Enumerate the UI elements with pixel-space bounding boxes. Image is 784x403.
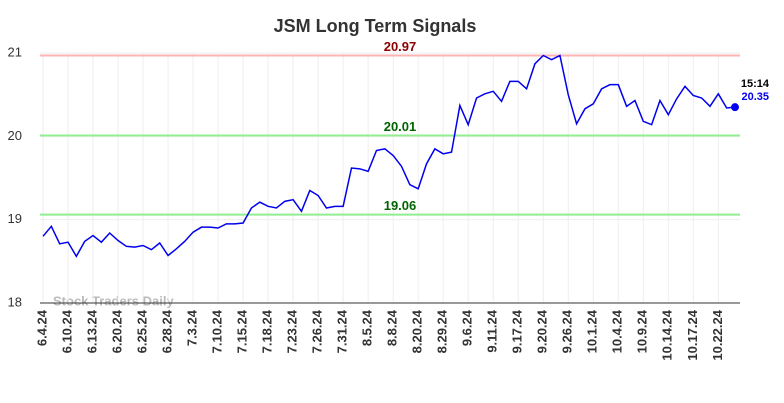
x-tick-label: 6.28.24	[159, 309, 174, 353]
x-tick-label: 8.8.24	[385, 309, 400, 346]
x-tick-label: 7.31.24	[335, 309, 350, 353]
x-tick-label: 7.15.24	[235, 309, 250, 353]
x-tick-label: 10.17.24	[685, 309, 700, 360]
x-tick-label: 8.20.24	[410, 309, 425, 353]
y-tick-label: 19	[8, 211, 22, 226]
x-tick-label: 10.22.24	[710, 309, 725, 360]
x-tick-label: 6.4.24	[34, 309, 49, 346]
x-tick-label: 9.6.24	[460, 309, 475, 346]
watermark: Stock Traders Daily	[53, 293, 174, 308]
x-tick-label: 7.23.24	[285, 309, 300, 353]
x-tick-label: 8.5.24	[360, 309, 375, 346]
x-tick-label: 10.1.24	[585, 309, 600, 353]
x-tick-label: 6.20.24	[109, 309, 124, 353]
level-label: 20.01	[384, 119, 417, 134]
price-line	[42, 54, 736, 258]
x-tick-label: 10.14.24	[660, 309, 675, 360]
last-value: 20.35	[741, 91, 769, 103]
level-label: 20.97	[384, 39, 417, 54]
x-tick-label: 6.13.24	[84, 309, 99, 353]
x-tick-label: 8.29.24	[435, 309, 450, 353]
x-tick-label: 7.3.24	[185, 309, 200, 346]
y-tick-label: 21	[8, 44, 22, 59]
x-tick-label: 9.11.24	[485, 309, 500, 352]
x-tick-label: 7.26.24	[310, 309, 325, 353]
x-tick-label: 7.18.24	[260, 309, 275, 353]
x-tick-label: 9.20.24	[535, 309, 550, 353]
x-tick-label: 10.9.24	[635, 309, 650, 353]
x-tick-label: 9.17.24	[510, 309, 525, 353]
x-tick-label: 9.26.24	[560, 309, 575, 353]
x-tick-label: 6.10.24	[59, 309, 74, 353]
last-point	[731, 103, 739, 112]
last-time: 15:14	[741, 78, 770, 90]
x-tick-label: 10.4.24	[610, 309, 625, 353]
y-tick-label: 18	[8, 294, 22, 309]
x-tick-label: 7.10.24	[210, 309, 225, 353]
chart-title: JSM Long Term Signals	[274, 16, 477, 36]
x-tick-label: 6.25.24	[134, 309, 149, 353]
y-tick-label: 20	[8, 128, 22, 143]
level-label: 19.06	[384, 198, 417, 213]
